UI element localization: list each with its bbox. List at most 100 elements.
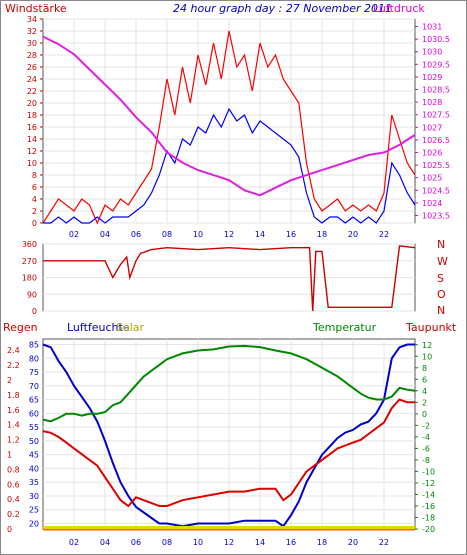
compass-label: N: [437, 238, 445, 251]
rain-tick-label: 1.2: [7, 436, 20, 445]
wind-x-tick-label: 20: [348, 230, 358, 239]
wind-x-tick-label: 18: [317, 230, 327, 239]
direction-tick-label: 270: [22, 257, 37, 266]
climate-x-tick-label: 06: [131, 538, 141, 547]
direction-tick-label: 360: [22, 240, 37, 249]
rain-tick-label: 0.2: [7, 510, 20, 519]
wind-x-tick-label: 22: [379, 230, 389, 239]
temperature-tick-label: -2: [422, 421, 430, 430]
humidity-axis-ticks: 20 25 30 35 40 45 50 55 60 65 70 75 80 85: [29, 341, 39, 529]
temperature-tick-label: -10: [422, 467, 435, 476]
legend-humidity: Luftfeuchte: [67, 321, 130, 334]
climate-x-tick-label: 16: [286, 538, 296, 547]
climate-x-tick-label: 20: [348, 538, 358, 547]
direction-tick-label: 180: [22, 274, 37, 283]
temperature-tick-label: 8: [422, 364, 427, 373]
legend-rain: Regen: [3, 321, 38, 334]
rain-tick-label: 2.4: [7, 346, 20, 355]
temperature-tick-label: 2: [422, 398, 427, 407]
wind-x-tick-label: 10: [193, 230, 203, 239]
wind-tick-label: 24: [27, 75, 37, 84]
pressure-tick-label: 1027.5: [422, 111, 450, 120]
pressure-tick-label: 1024.5: [422, 186, 450, 195]
wind-x-tick-label: 04: [100, 230, 110, 239]
wind-tick-label: 12: [27, 147, 37, 156]
pressure-tick-label: 1029: [422, 73, 442, 82]
wind-x-axis-ticks: 02 04 06 08 10 12 14 16 18 20 22: [69, 230, 389, 239]
wind-tick-label: 8: [32, 171, 37, 180]
humidity-tick-label: 30: [29, 492, 39, 501]
wind-x-tick-label: 08: [162, 230, 172, 239]
legend-temperature: Temperatur: [312, 321, 377, 334]
wind-tick-label: 0: [32, 219, 37, 228]
wind-tick-label: 34: [27, 15, 37, 24]
series-line-mean: [43, 107, 416, 224]
temperature-tick-label: -14: [422, 490, 435, 499]
series-line-humidity: [42, 343, 415, 528]
direction-tick-label: 90: [27, 290, 37, 299]
legend-dewpoint: Taupunkt: [405, 321, 457, 334]
humidity-tick-label: 80: [29, 354, 39, 363]
direction-axis-ticks: 0 90 180 270 360: [22, 240, 37, 316]
legend-solar: Solar: [116, 321, 145, 334]
humidity-tick-label: 75: [29, 368, 39, 377]
temperature-tick-label: -6: [422, 444, 430, 453]
rain-tick-label: 1.8: [7, 391, 20, 400]
pressure-tick-label: 1026: [422, 148, 442, 157]
wind-tick-label: 18: [27, 111, 37, 120]
humidity-tick-label: 60: [29, 409, 39, 418]
pressure-tick-label: 1030: [422, 48, 442, 57]
rain-tick-label: 1.6: [7, 406, 20, 415]
pressure-tick-label: 1026.5: [422, 136, 450, 145]
compass-label: O: [437, 288, 446, 301]
climate-x-tick-label: 02: [69, 538, 79, 547]
climate-x-tick-label: 08: [162, 538, 172, 547]
pressure-tick-label: 1031: [422, 23, 442, 32]
humidity-tick-label: 70: [29, 382, 39, 391]
rain-tick-label: 2.2: [7, 361, 20, 370]
wind-tick-label: 28: [27, 51, 37, 60]
pressure-tick-label: 1024: [422, 199, 442, 208]
pressure-axis-title: Luftdruck: [373, 2, 425, 15]
rain-tick-label: 0: [7, 525, 12, 534]
wind-axis-title: Windstärke: [5, 2, 67, 15]
climate-x-tick-label: 22: [379, 538, 389, 547]
humidity-tick-label: 40: [29, 464, 39, 473]
temperature-tick-label: -8: [422, 456, 430, 465]
temperature-tick-label: -20: [422, 525, 435, 534]
direction-series: [43, 245, 416, 312]
wind-x-tick-label: 12: [224, 230, 234, 239]
pressure-tick-label: 1029.5: [422, 60, 450, 69]
temperature-tick-label: 6: [422, 375, 427, 384]
series-line-direction: [43, 245, 416, 312]
chart-title: 24 hour graph day : 27 November 2011: [173, 2, 392, 15]
wind-tick-label: 2: [32, 207, 37, 216]
climate-x-tick-label: 12: [224, 538, 234, 547]
climate-grid: [43, 339, 415, 529]
wind-x-tick-label: 02: [69, 230, 79, 239]
temperature-tick-label: -18: [422, 513, 435, 522]
humidity-tick-label: 55: [29, 423, 39, 432]
wind-tick-label: 14: [27, 135, 37, 144]
pressure-tick-label: 1030.5: [422, 35, 450, 44]
rain-tick-label: 1.4: [7, 421, 20, 430]
pressure-axis-ticks: 1023.5 1024 1024.5 1025 1025.5 1026 1026.5 1027…: [415, 23, 450, 220]
pressure-tick-label: 1027: [422, 123, 442, 132]
compass-label: N: [437, 304, 445, 317]
humidity-tick-label: 20: [29, 519, 39, 528]
humidity-tick-label: 50: [29, 437, 39, 446]
climate-series: [42, 343, 416, 531]
wind-x-tick-label: 06: [131, 230, 141, 239]
wind-tick-label: 22: [27, 87, 37, 96]
wind-tick-label: 20: [27, 99, 37, 108]
series-line-gust: [42, 30, 416, 225]
wind-tick-label: 32: [27, 27, 37, 36]
direction-tick-label: 0: [32, 307, 37, 316]
humidity-tick-label: 45: [29, 451, 39, 460]
wind-tick-label: 30: [27, 39, 37, 48]
humidity-tick-label: 65: [29, 396, 39, 405]
